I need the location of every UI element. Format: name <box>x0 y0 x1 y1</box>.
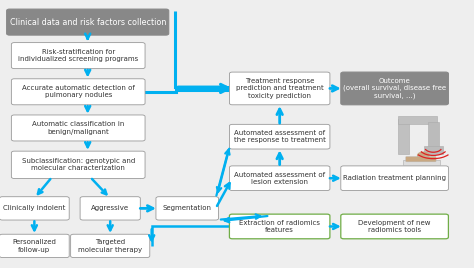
FancyBboxPatch shape <box>156 197 219 220</box>
Text: Radiation treatment planning: Radiation treatment planning <box>343 175 446 181</box>
Text: Targeted
molecular therapy: Targeted molecular therapy <box>78 239 142 252</box>
FancyBboxPatch shape <box>341 214 448 239</box>
Text: Clinical data and risk factors collection: Clinical data and risk factors collectio… <box>9 18 166 27</box>
FancyBboxPatch shape <box>11 43 145 69</box>
FancyBboxPatch shape <box>428 122 439 149</box>
Text: Development of new
radiomics tools: Development of new radiomics tools <box>358 220 431 233</box>
FancyBboxPatch shape <box>398 116 437 124</box>
FancyBboxPatch shape <box>403 160 440 165</box>
FancyBboxPatch shape <box>229 166 330 191</box>
Text: Clinically indolent: Clinically indolent <box>3 205 65 211</box>
FancyBboxPatch shape <box>11 151 145 178</box>
Text: Automated assessment of
the response to treatment: Automated assessment of the response to … <box>234 130 326 143</box>
FancyBboxPatch shape <box>398 119 409 154</box>
Text: Personalized
follow-up: Personalized follow-up <box>12 239 56 252</box>
FancyBboxPatch shape <box>229 214 330 239</box>
Text: Automated assessment of
lesion extension: Automated assessment of lesion extension <box>234 172 325 185</box>
Text: Extraction of radiomics
features: Extraction of radiomics features <box>239 220 320 233</box>
FancyBboxPatch shape <box>11 115 145 141</box>
FancyBboxPatch shape <box>424 146 443 154</box>
FancyBboxPatch shape <box>229 124 330 149</box>
Text: Segmentation: Segmentation <box>163 205 212 211</box>
Text: Risk-stratification for
individualized screening programs: Risk-stratification for individualized s… <box>18 49 138 62</box>
Circle shape <box>418 152 429 159</box>
FancyBboxPatch shape <box>406 157 436 162</box>
Text: Outcome
(overall survival, disease free
survival, ...): Outcome (overall survival, disease free … <box>343 78 446 99</box>
FancyBboxPatch shape <box>11 79 145 105</box>
Text: Treatment response
prediction and treatment
toxicity prediction: Treatment response prediction and treatm… <box>236 78 324 99</box>
FancyBboxPatch shape <box>71 234 150 258</box>
FancyBboxPatch shape <box>341 166 448 191</box>
FancyBboxPatch shape <box>80 197 140 220</box>
FancyBboxPatch shape <box>0 197 69 220</box>
Text: Subclassification: genotypic and
molecular characterization: Subclassification: genotypic and molecul… <box>22 158 135 172</box>
Text: Automatic classification in
benign/malignant: Automatic classification in benign/malig… <box>32 121 124 135</box>
FancyBboxPatch shape <box>341 72 448 105</box>
Text: Aggressive: Aggressive <box>91 205 129 211</box>
Text: Accurate automatic detection of
pulmonary nodules: Accurate automatic detection of pulmonar… <box>22 85 135 98</box>
FancyBboxPatch shape <box>0 234 69 258</box>
FancyBboxPatch shape <box>7 9 169 35</box>
FancyBboxPatch shape <box>229 72 330 105</box>
